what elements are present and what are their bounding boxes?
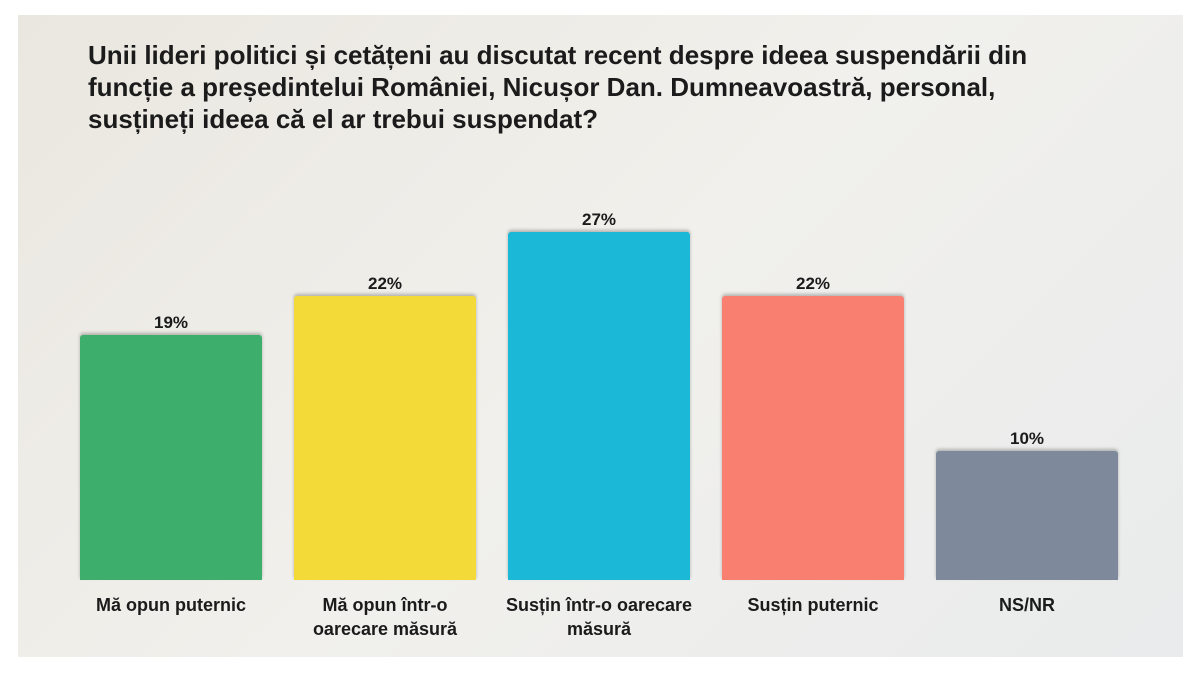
category-label: Susțin puternic [747, 595, 879, 615]
bar [722, 296, 904, 580]
data-label: 27% [581, 209, 617, 229]
data-label: 22% [367, 274, 403, 294]
category-label: Mă opun puternic [96, 595, 246, 615]
bar [936, 451, 1118, 580]
data-label: 22% [795, 274, 831, 294]
bar [508, 231, 690, 580]
category-label: NS/NR [998, 595, 1055, 615]
chart-title: Unii lideri politici și cetățeni au disc… [88, 40, 1028, 134]
category-label: Mă opun într-o oarecare măsură [312, 595, 458, 639]
category-label: Susțin într-o oarecare măsură [505, 595, 693, 639]
bar [80, 334, 262, 580]
data-label: 19% [153, 312, 189, 332]
bar [294, 296, 476, 580]
data-label: 10% [1009, 429, 1045, 448]
chart-panel: Unii lideri politici și cetățeni au disc… [18, 15, 1183, 657]
